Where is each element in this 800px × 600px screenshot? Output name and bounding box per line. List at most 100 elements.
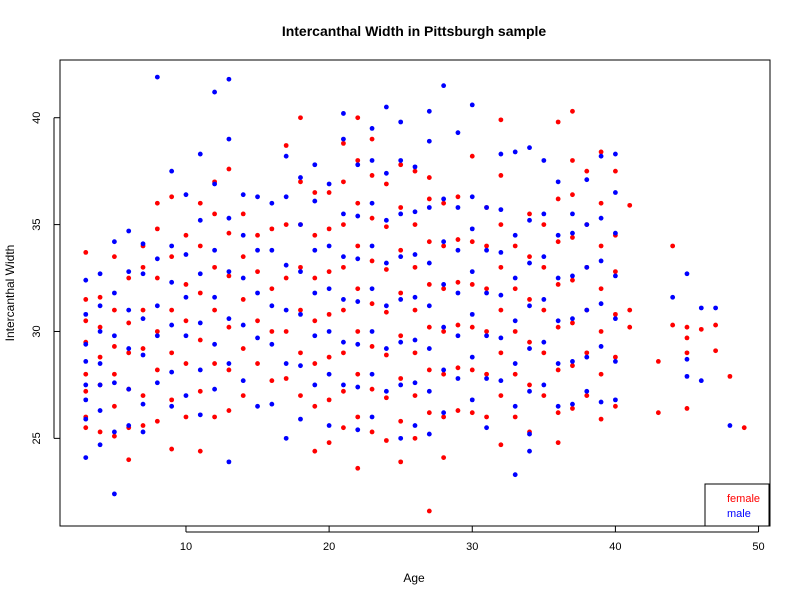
point-female: [369, 215, 375, 221]
point-male: [126, 228, 132, 234]
point-female: [741, 425, 747, 431]
point-male: [498, 249, 504, 255]
point-male: [97, 271, 103, 277]
point-female: [255, 269, 260, 275]
point-female: [169, 350, 175, 356]
point-female: [527, 297, 532, 302]
point-female: [670, 322, 676, 328]
point-female: [341, 388, 346, 394]
point-female: [269, 226, 275, 232]
point-male: [326, 181, 332, 187]
point-male: [226, 136, 232, 142]
point-male: [527, 145, 532, 151]
point-female: [154, 367, 160, 373]
point-male: [369, 371, 375, 377]
point-female: [684, 335, 690, 341]
point-male: [512, 232, 518, 238]
point-female: [312, 190, 318, 195]
point-female: [469, 282, 475, 287]
point-female: [412, 435, 418, 441]
point-female: [598, 371, 604, 377]
point-male: [154, 74, 160, 80]
point-female: [412, 350, 418, 356]
point-male: [541, 254, 547, 260]
point-male: [455, 290, 461, 296]
point-female: [312, 232, 318, 238]
point-male: [154, 303, 160, 309]
point-male: [240, 192, 246, 198]
point-male: [584, 222, 590, 227]
point-female: [183, 318, 189, 324]
point-male: [97, 408, 103, 413]
point-male: [598, 344, 604, 349]
point-male: [341, 254, 346, 260]
point-female: [484, 371, 489, 377]
point-female: [355, 371, 361, 377]
point-female: [369, 173, 375, 178]
point-female: [570, 158, 575, 163]
point-male: [613, 230, 618, 236]
point-male: [97, 361, 103, 366]
point-male: [240, 378, 246, 384]
point-female: [298, 307, 303, 313]
point-male: [126, 307, 132, 313]
point-female: [441, 200, 447, 206]
point-male: [441, 239, 447, 245]
point-female: [97, 324, 103, 330]
point-female: [398, 290, 404, 296]
point-female: [341, 264, 346, 270]
point-male: [498, 292, 504, 298]
point-male: [555, 361, 561, 366]
point-female: [255, 318, 260, 324]
point-male: [197, 367, 203, 373]
point-male: [570, 230, 575, 236]
point-male: [469, 397, 475, 403]
point-male: [527, 346, 532, 351]
point-female: [484, 329, 489, 334]
point-female: [426, 508, 432, 514]
point-male: [183, 393, 189, 399]
x-tick-label: 40: [609, 541, 621, 553]
point-male: [183, 252, 189, 257]
point-male: [111, 491, 117, 497]
point-female: [555, 410, 561, 416]
point-male: [355, 162, 361, 168]
point-male: [341, 111, 346, 116]
point-male: [584, 177, 590, 183]
point-female: [355, 158, 361, 163]
point-male: [426, 346, 432, 351]
point-female: [283, 222, 289, 227]
point-female: [698, 326, 704, 332]
point-female: [140, 423, 146, 428]
point-female: [341, 222, 346, 227]
point-male: [154, 333, 160, 339]
point-male: [484, 425, 489, 431]
point-female: [512, 414, 518, 420]
point-female: [455, 408, 461, 413]
point-male: [541, 382, 547, 388]
point-male: [369, 243, 375, 249]
point-female: [383, 267, 389, 272]
point-female: [312, 275, 318, 281]
point-female: [183, 232, 189, 238]
point-male: [298, 222, 303, 227]
point-female: [570, 108, 575, 114]
point-male: [484, 205, 489, 210]
point-female: [455, 279, 461, 285]
point-male: [355, 299, 361, 304]
point-male: [469, 194, 475, 200]
point-male: [541, 339, 547, 345]
point-male: [684, 356, 690, 362]
point-female: [598, 416, 604, 422]
point-male: [512, 318, 518, 324]
point-male: [83, 416, 89, 422]
point-female: [469, 410, 475, 416]
point-male: [255, 290, 260, 296]
point-female: [269, 329, 275, 334]
point-male: [226, 459, 232, 465]
point-male: [412, 164, 418, 170]
point-female: [369, 429, 375, 435]
point-female: [212, 211, 217, 217]
point-male: [527, 448, 532, 454]
point-male: [111, 429, 117, 435]
